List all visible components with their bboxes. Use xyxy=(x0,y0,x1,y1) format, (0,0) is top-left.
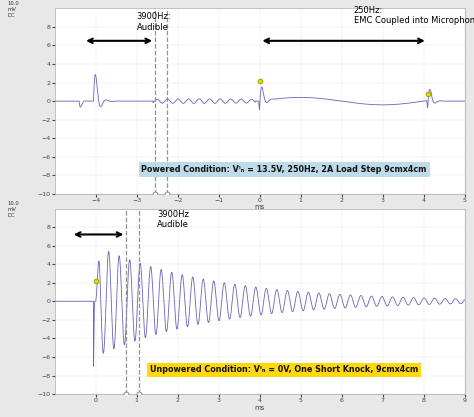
X-axis label: ms: ms xyxy=(255,204,264,211)
Text: Unpowered Condition: Vᴵₙ = 0V, One Short Knock, 9cmx4cm: Unpowered Condition: Vᴵₙ = 0V, One Short… xyxy=(150,365,418,374)
Text: 3900Hz
Audible: 3900Hz Audible xyxy=(157,209,189,229)
Text: Powered Condition: Vᴵₙ = 13.5V, 250Hz, 2A Load Step 9cmx4cm: Powered Condition: Vᴵₙ = 13.5V, 250Hz, 2… xyxy=(141,165,427,174)
Text: 10.0
mV
DC: 10.0 mV DC xyxy=(8,201,19,219)
Text: 3900Hz:
Audible: 3900Hz: Audible xyxy=(137,12,171,32)
Text: 250Hz:
EMC Coupled into Microphone: 250Hz: EMC Coupled into Microphone xyxy=(354,6,474,25)
Text: 10.0
mV
DC: 10.0 mV DC xyxy=(8,1,19,18)
X-axis label: ms: ms xyxy=(255,404,264,411)
